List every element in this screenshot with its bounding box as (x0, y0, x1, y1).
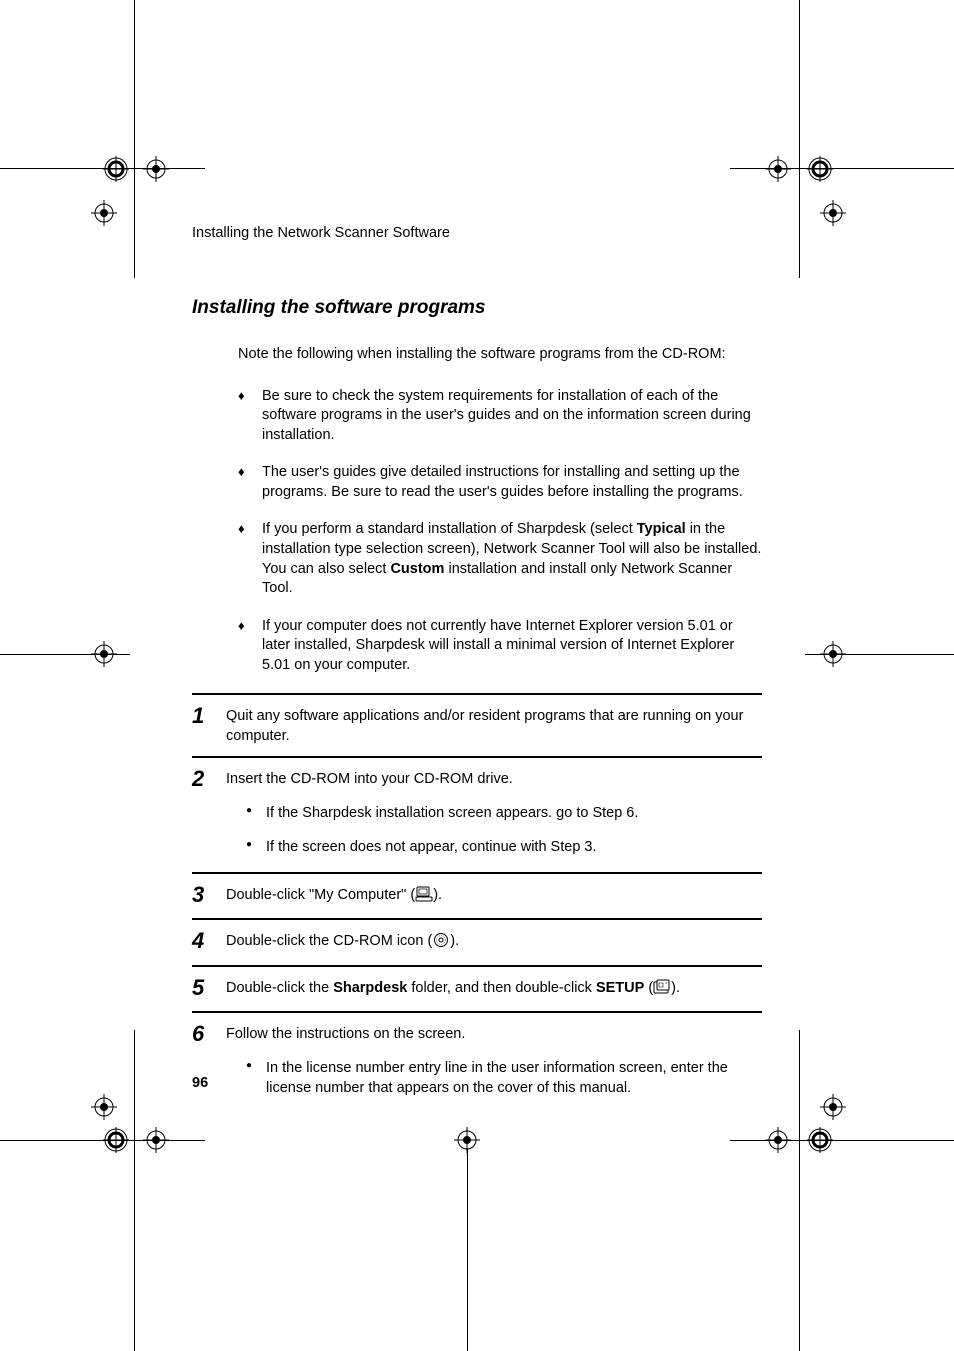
step-text: Double-click the CD-ROM icon ( (226, 933, 432, 949)
step-sub-item: In the license number entry line in the … (246, 1059, 762, 1098)
step-text: ). (433, 887, 442, 903)
registration-mark-icon (765, 156, 791, 182)
step-number: 3 (192, 884, 226, 906)
step-body: Double-click the CD-ROM icon (). (226, 930, 762, 955)
step: 4 Double-click the CD-ROM icon (). (192, 918, 762, 955)
crop-line (799, 0, 800, 278)
registration-mark-icon (820, 1094, 846, 1120)
cd-rom-icon (432, 932, 450, 955)
registration-mark-icon (765, 1127, 791, 1153)
bullet-item: If you perform a standard installation o… (238, 520, 762, 598)
step-sub-item: If the Sharpdesk installation screen app… (246, 804, 762, 824)
crop-line (730, 168, 954, 169)
bullet-list: Be sure to check the system requirements… (238, 387, 762, 676)
bullet-text: If you perform a standard installation o… (262, 521, 637, 537)
crop-line (799, 1030, 800, 1351)
step-body: Double-click the Sharpdesk folder, and t… (226, 977, 762, 1002)
page: Installing the Network Scanner Software … (0, 0, 954, 1351)
step-body: Follow the instructions on the screen. (226, 1023, 762, 1045)
bold-text: Sharpdesk (333, 980, 407, 996)
step-number: 1 (192, 705, 226, 727)
registration-mark-icon (91, 1094, 117, 1120)
crop-line (730, 1140, 954, 1141)
step-body: Double-click "My Computer" (). (226, 884, 762, 909)
bold-text: Typical (637, 521, 686, 537)
step: 3 Double-click "My Computer" (). (192, 872, 762, 909)
bullet-text: If your computer does not currently have… (262, 618, 734, 673)
step-text: folder, and then double-click (407, 980, 596, 996)
registration-mark-icon (143, 1127, 169, 1153)
registration-mark-icon (820, 200, 846, 226)
registration-mark-icon (807, 1127, 833, 1153)
step-sublist: In the license number entry line in the … (246, 1059, 762, 1098)
step-number: 5 (192, 977, 226, 999)
step-text: ( (644, 980, 653, 996)
step: 6 Follow the instructions on the screen.… (192, 1011, 762, 1098)
steps-list: 1 Quit any software applications and/or … (192, 693, 762, 1098)
step: 1 Quit any software applications and/or … (192, 693, 762, 746)
bold-text: Custom (390, 561, 444, 577)
registration-mark-icon (820, 641, 846, 667)
page-number: 96 (192, 1075, 208, 1091)
crop-line (134, 1030, 135, 1351)
step-text: ). (671, 980, 680, 996)
step-body: Insert the CD-ROM into your CD-ROM drive… (226, 768, 762, 790)
content-area: Installing the Network Scanner Software … (192, 225, 762, 1112)
step-body: Quit any software applications and/or re… (226, 705, 762, 746)
step-sublist: If the Sharpdesk installation screen app… (246, 804, 762, 857)
step-number: 2 (192, 768, 226, 790)
running-head: Installing the Network Scanner Software (192, 225, 762, 241)
crop-line (467, 1148, 468, 1351)
setup-icon (653, 979, 671, 1002)
bullet-item: If your computer does not currently have… (238, 617, 762, 676)
my-computer-icon (415, 886, 433, 909)
step: 5 Double-click the Sharpdesk folder, and… (192, 965, 762, 1002)
intro-text: Note the following when installing the s… (238, 345, 762, 365)
step-number: 6 (192, 1023, 226, 1045)
step: 2 Insert the CD-ROM into your CD-ROM dri… (192, 756, 762, 857)
registration-mark-icon (807, 156, 833, 182)
registration-mark-icon (103, 156, 129, 182)
registration-mark-icon (103, 1127, 129, 1153)
registration-mark-icon (91, 641, 117, 667)
registration-mark-icon (454, 1127, 480, 1153)
registration-mark-icon (91, 200, 117, 226)
crop-line (134, 0, 135, 278)
bullet-text: Be sure to check the system requirements… (262, 388, 751, 443)
step-number: 4 (192, 930, 226, 952)
bullet-item: Be sure to check the system requirements… (238, 387, 762, 446)
step-text: ). (450, 933, 459, 949)
registration-mark-icon (143, 156, 169, 182)
step-sub-item: If the screen does not appear, continue … (246, 838, 762, 858)
bullet-item: The user's guides give detailed instruct… (238, 463, 762, 502)
step-text: Double-click the (226, 980, 333, 996)
bold-text: SETUP (596, 980, 644, 996)
bullet-text: The user's guides give detailed instruct… (262, 464, 743, 500)
step-text: Double-click "My Computer" ( (226, 887, 415, 903)
section-title: Installing the software programs (192, 297, 762, 319)
